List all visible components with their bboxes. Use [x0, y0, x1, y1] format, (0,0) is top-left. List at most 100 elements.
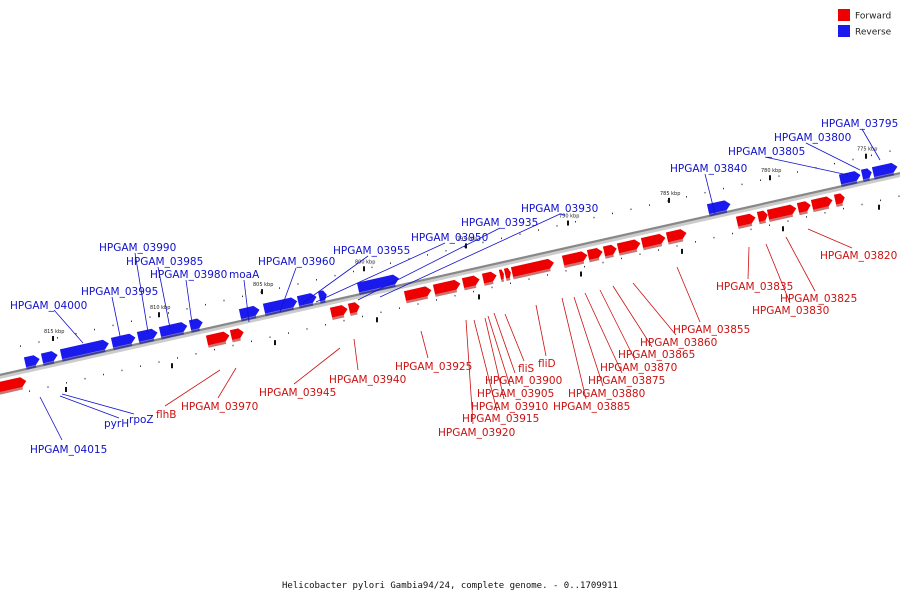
gene-label[interactable]: HPGAM_03840: [670, 163, 747, 175]
forward-gene[interactable]: [498, 269, 506, 283]
forward-gene[interactable]: [403, 285, 433, 304]
gene-label[interactable]: HPGAM_03855: [673, 324, 750, 336]
forward-gene-body: [461, 275, 480, 288]
gene-label[interactable]: HPGAM_03970: [181, 401, 258, 413]
forward-gene[interactable]: [347, 301, 361, 316]
forward-gene[interactable]: [640, 233, 667, 251]
leader-line: [302, 255, 369, 304]
forward-gene[interactable]: [561, 250, 589, 268]
reverse-gene[interactable]: [136, 328, 159, 345]
gene-label[interactable]: HPGAM_03915: [462, 413, 539, 425]
forward-gene[interactable]: [833, 193, 846, 207]
leader-line: [315, 242, 446, 303]
backbone-dot: [704, 191, 706, 194]
gene-label[interactable]: HPGAM_03870: [600, 362, 677, 374]
gene-label[interactable]: HPGAM_03800: [774, 132, 851, 144]
forward-gene[interactable]: [205, 331, 231, 348]
gene-label[interactable]: HPGAM_03960: [258, 256, 335, 268]
genome-backbone: [0, 171, 900, 377]
gene-label[interactable]: HPGAM_03830: [752, 305, 829, 317]
reverse-gene[interactable]: [262, 296, 299, 317]
forward-gene-edge: [738, 223, 753, 229]
gene-label[interactable]: HPGAM_03995: [81, 286, 158, 298]
backbone-dot: [556, 225, 558, 227]
reverse-gene[interactable]: [23, 354, 41, 370]
gene-label[interactable]: HPGAM_03805: [728, 146, 805, 158]
gene-label[interactable]: pyrH: [104, 418, 129, 430]
forward-gene-body: [756, 210, 768, 222]
gene-label[interactable]: HPGAM_03910: [471, 401, 548, 413]
gene-label[interactable]: HPGAM_03935: [461, 217, 538, 229]
forward-gene[interactable]: [503, 267, 513, 281]
forward-gene[interactable]: [510, 258, 556, 280]
reverse-gene-edge: [26, 364, 37, 370]
forward-gene[interactable]: [432, 279, 462, 297]
forward-gene[interactable]: [756, 210, 769, 225]
reverse-gene[interactable]: [356, 274, 401, 295]
gene-label[interactable]: HPGAM_03900: [485, 375, 562, 387]
backbone-layer: [0, 171, 900, 379]
gene-label[interactable]: HPGAM_03920: [438, 427, 515, 439]
gene-label[interactable]: HPGAM_03945: [259, 387, 336, 399]
gene-label[interactable]: HPGAM_03985: [126, 256, 203, 268]
gene-label[interactable]: fliS: [518, 363, 535, 375]
forward-gene[interactable]: [735, 213, 757, 229]
reverse-gene[interactable]: [188, 318, 204, 333]
gene-label[interactable]: HPGAM_03925: [395, 361, 472, 373]
backbone-dot: [186, 308, 188, 310]
reverse-gene[interactable]: [860, 168, 873, 182]
forward-gene[interactable]: [616, 238, 642, 256]
forward-gene-edge: [513, 268, 551, 280]
gene-label[interactable]: HPGAM_03940: [329, 374, 406, 386]
backbone-dot: [612, 212, 613, 215]
gene-label[interactable]: moaA: [229, 269, 260, 281]
gene-label[interactable]: HPGAM_03950: [411, 232, 488, 244]
gene-label[interactable]: HPGAM_03990: [99, 242, 176, 254]
leader-line: [61, 393, 135, 415]
gene-label[interactable]: HPGAM_03885: [553, 401, 630, 413]
gene-label[interactable]: HPGAM_03880: [568, 388, 645, 400]
forward-gene[interactable]: [481, 271, 498, 286]
gene-label[interactable]: HPGAM_03865: [618, 349, 695, 361]
major-tick: [65, 386, 67, 392]
forward-gene[interactable]: [810, 195, 834, 213]
forward-gene[interactable]: [0, 376, 28, 396]
gene-label[interactable]: HPGAM_03905: [477, 388, 554, 400]
gene-label[interactable]: HPGAM_03955: [333, 245, 410, 257]
gene-label[interactable]: rpoZ: [129, 414, 154, 426]
backbone-dot: [769, 224, 770, 226]
gene-label[interactable]: HPGAM_03980: [150, 269, 227, 281]
forward-gene[interactable]: [602, 244, 618, 259]
gene-label[interactable]: HPGAM_03795: [821, 118, 898, 130]
gene-label[interactable]: HPGAM_03875: [588, 375, 665, 387]
backbone-dot: [306, 328, 308, 330]
forward-gene[interactable]: [329, 304, 349, 320]
gene-label[interactable]: HPGAM_03860: [640, 337, 717, 349]
gene-label[interactable]: HPGAM_03835: [716, 281, 793, 293]
backbone-dot: [806, 216, 807, 218]
forward-gene[interactable]: [586, 247, 604, 263]
forward-gene-body: [510, 258, 554, 277]
reverse-gene[interactable]: [110, 333, 137, 351]
gene-label[interactable]: HPGAM_03825: [780, 293, 857, 305]
forward-gene[interactable]: [766, 203, 798, 223]
gene-label[interactable]: flhB: [156, 409, 176, 421]
leader-line: [217, 367, 237, 399]
forward-gene-edge: [332, 314, 345, 320]
gene-label[interactable]: HPGAM_04015: [30, 444, 107, 456]
gene-label[interactable]: fliD: [538, 358, 556, 370]
backbone-dot: [686, 196, 687, 198]
reverse-gene[interactable]: [59, 339, 111, 362]
forward-gene[interactable]: [461, 274, 481, 291]
gene-label[interactable]: HPGAM_03820: [820, 250, 897, 262]
reverse-gene[interactable]: [158, 321, 189, 340]
gene-label[interactable]: HPGAM_04000: [10, 300, 87, 312]
leader-line: [573, 296, 604, 387]
forward-gene[interactable]: [796, 200, 812, 216]
reverse-gene[interactable]: [871, 162, 899, 180]
backbone-dot: [834, 162, 835, 165]
forward-gene[interactable]: [229, 327, 245, 343]
gene-label[interactable]: HPGAM_03930: [521, 203, 598, 215]
forward-gene[interactable]: [665, 228, 688, 245]
reverse-gene[interactable]: [40, 350, 59, 366]
